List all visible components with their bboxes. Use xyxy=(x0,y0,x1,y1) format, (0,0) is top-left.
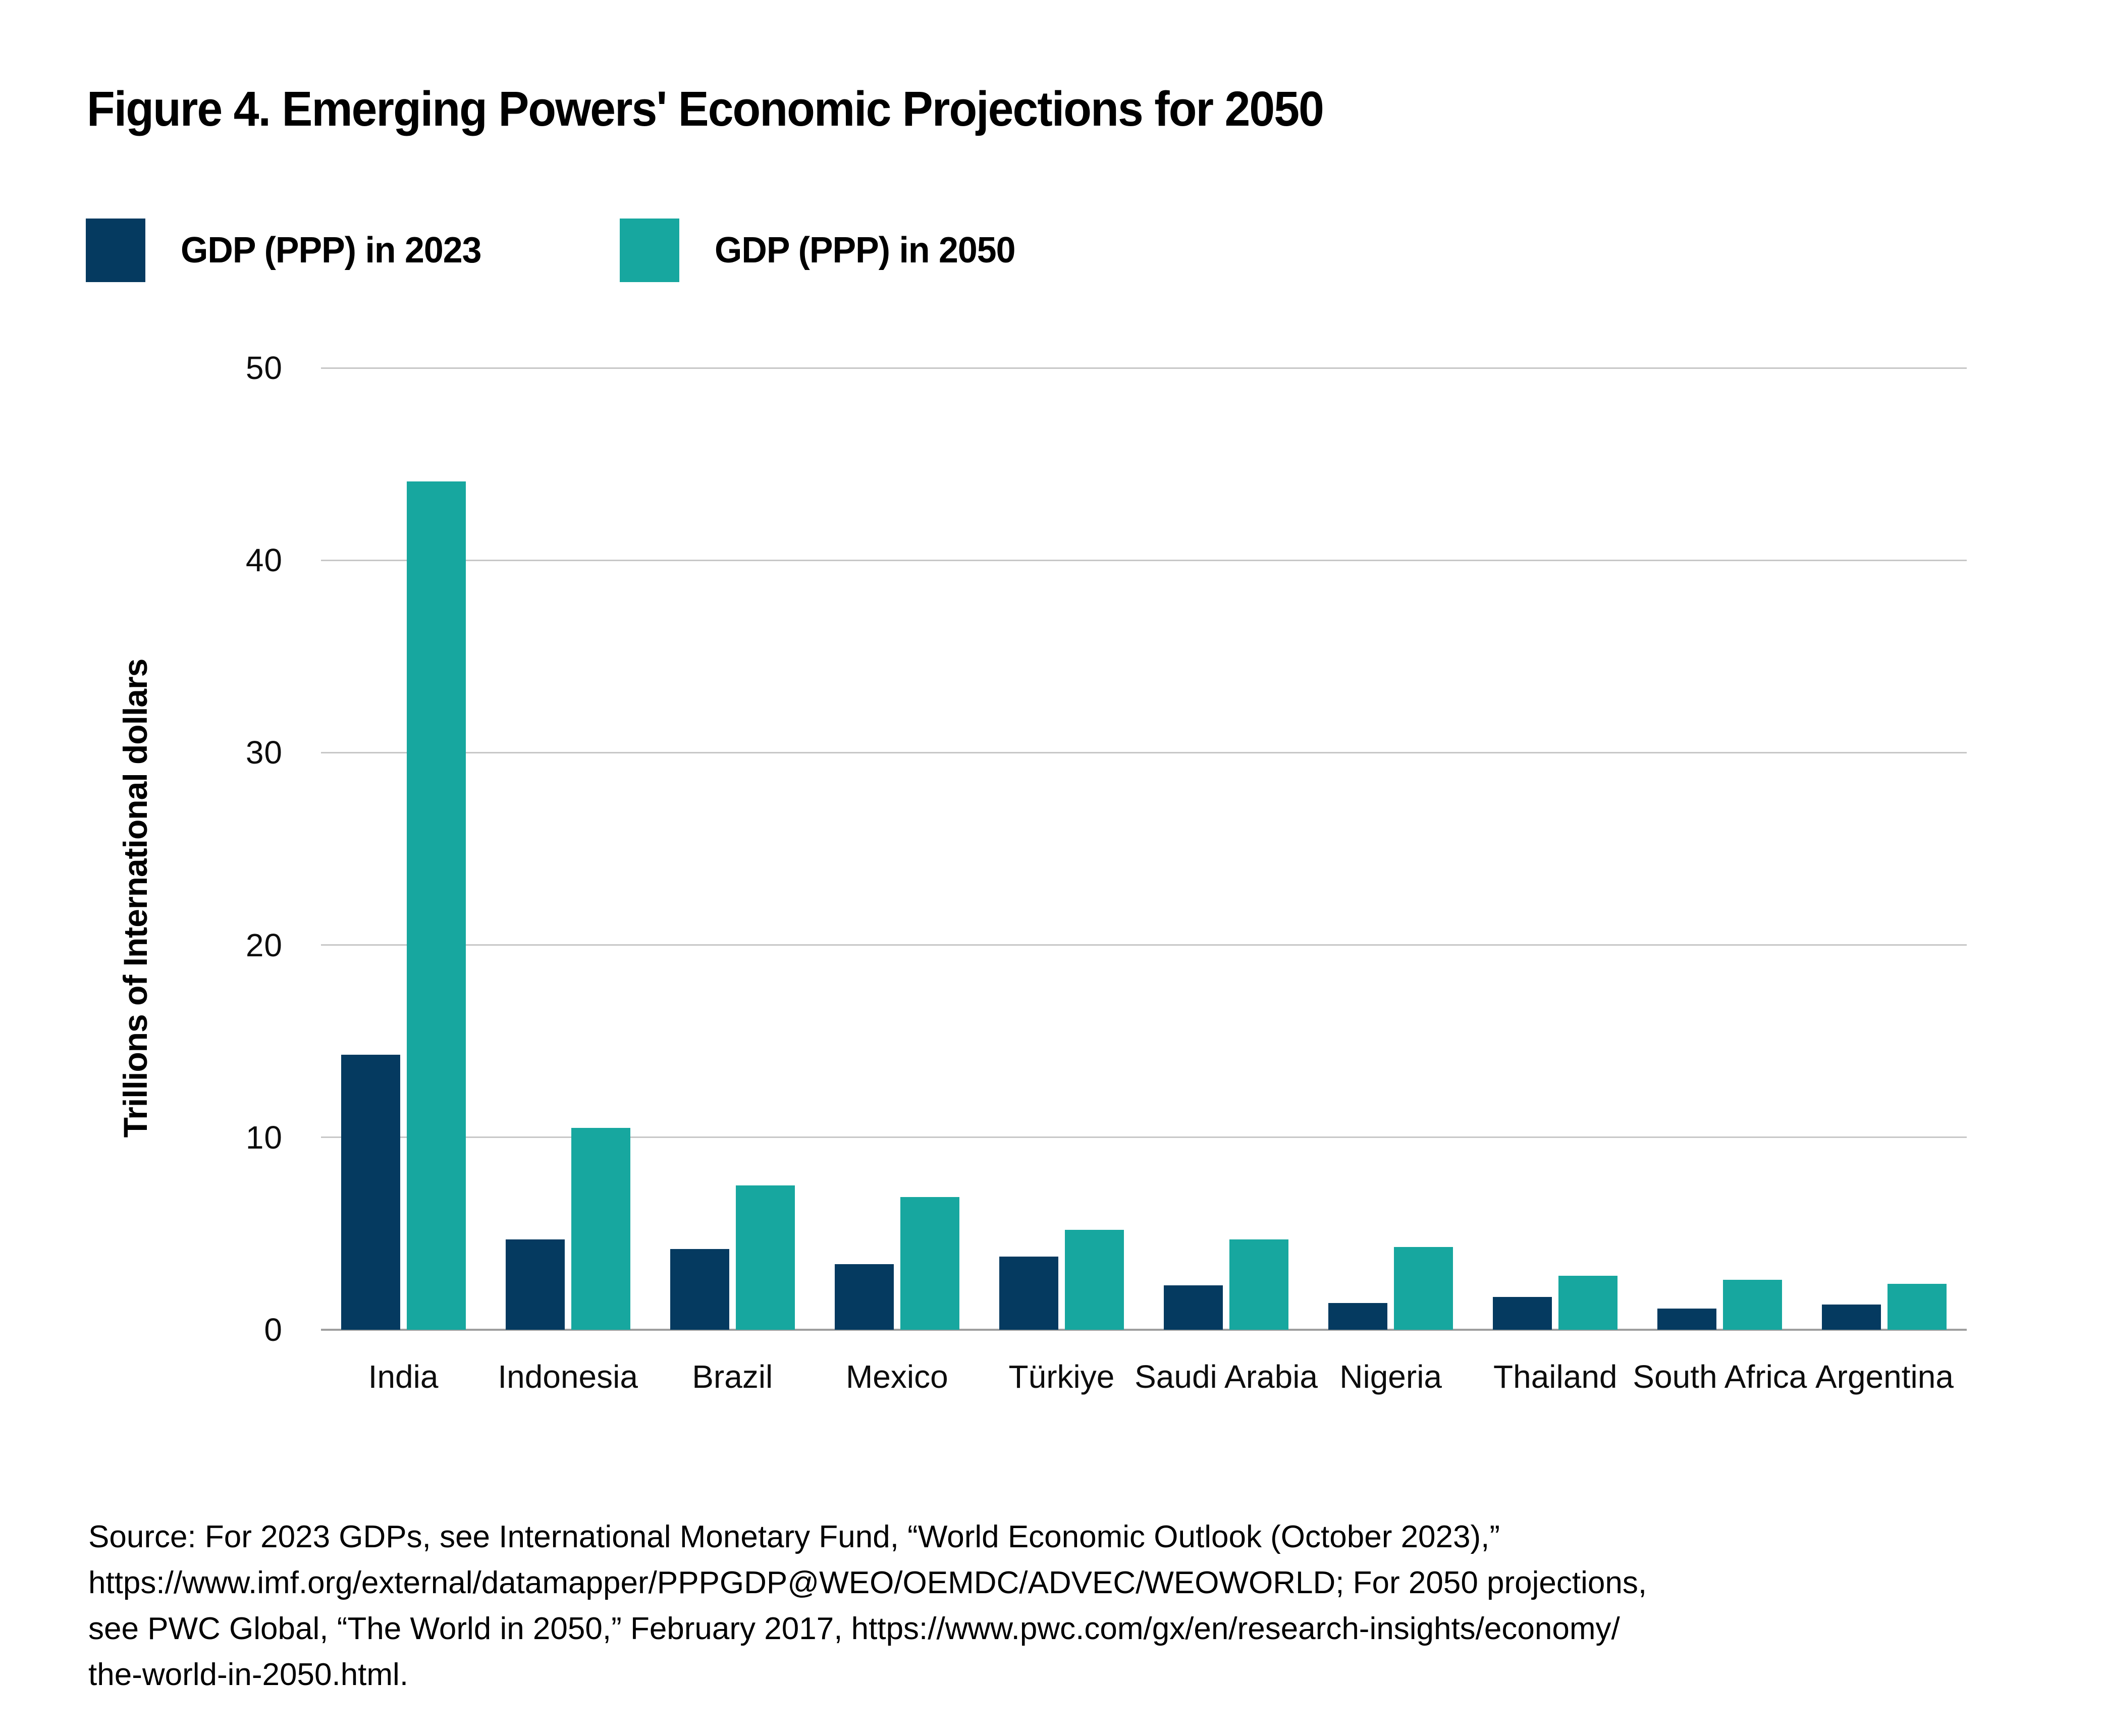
category-label-türkiye: Türkiye xyxy=(1008,1359,1115,1395)
legend-label-2050: GDP (PPP) in 2050 xyxy=(715,230,1015,270)
bar-2023-türkiye xyxy=(999,1257,1058,1330)
bar-group-mexico xyxy=(815,368,979,1330)
plot-area xyxy=(321,367,1967,1331)
legend-swatch-2050 xyxy=(620,219,679,282)
category-label-nigeria: Nigeria xyxy=(1339,1359,1442,1395)
category-label-south-africa: South Africa xyxy=(1633,1359,1807,1395)
bar-2050-türkiye xyxy=(1064,1229,1124,1330)
legend-swatch-2023 xyxy=(86,219,145,282)
bar-group-india xyxy=(321,368,486,1330)
y-tick-label-50: 50 xyxy=(245,350,283,386)
legend-item-2023: GDP (PPP) in 2023 xyxy=(86,219,491,282)
source-line-2: https://www.imf.org/external/datamapper/… xyxy=(88,1565,1647,1600)
bar-2023-brazil xyxy=(670,1249,729,1330)
bar-group-argentina xyxy=(1802,368,1967,1330)
y-axis-title: Trillions of International dollars xyxy=(117,659,154,1138)
figure-title: Figure 4. Emerging Powers' Economic Proj… xyxy=(87,81,1324,136)
bar-2023-argentina xyxy=(1822,1305,1881,1330)
source-line-4: the-world-in-2050.html. xyxy=(88,1657,409,1692)
bar-group-indonesia xyxy=(486,368,650,1330)
y-tick-label-20: 20 xyxy=(245,927,283,963)
bar-2050-nigeria xyxy=(1394,1247,1453,1330)
y-tick-label-10: 10 xyxy=(245,1119,283,1156)
bar-2050-south-africa xyxy=(1723,1279,1783,1330)
bar-2050-brazil xyxy=(735,1185,795,1330)
bar-2023-nigeria xyxy=(1328,1303,1388,1330)
gridline-40 xyxy=(321,559,1967,561)
bar-2050-saudi-arabia xyxy=(1229,1239,1289,1330)
bar-2023-india xyxy=(341,1054,400,1330)
bar-2050-india xyxy=(406,481,466,1330)
bar-2023-south-africa xyxy=(1657,1309,1717,1330)
category-label-indonesia: Indonesia xyxy=(498,1359,638,1395)
category-label-argentina: Argentina xyxy=(1815,1359,1954,1395)
bar-group-brazil xyxy=(650,368,815,1330)
source-line-3: see PWC Global, “The World in 2050,” Feb… xyxy=(88,1611,1620,1646)
category-label-india: India xyxy=(368,1359,439,1395)
bar-2023-thailand xyxy=(1493,1297,1552,1330)
bar-group-türkiye xyxy=(979,368,1144,1330)
source-note: Source: For 2023 GDPs, see International… xyxy=(88,1514,1647,1698)
bar-2050-indonesia xyxy=(571,1127,630,1330)
y-tick-label-0: 0 xyxy=(264,1312,283,1348)
bar-group-saudi-arabia xyxy=(1144,368,1309,1330)
bar-group-south-africa xyxy=(1638,368,1802,1330)
bar-2050-thailand xyxy=(1558,1276,1618,1330)
gridline-30 xyxy=(321,751,1967,753)
source-line-1: Source: For 2023 GDPs, see International… xyxy=(88,1520,1500,1554)
category-label-mexico: Mexico xyxy=(845,1359,948,1395)
category-label-saudi-arabia: Saudi Arabia xyxy=(1135,1359,1318,1395)
gridline-0 xyxy=(321,1329,1967,1331)
category-label-thailand: Thailand xyxy=(1493,1359,1617,1395)
gridline-10 xyxy=(321,1136,1967,1138)
bar-2050-argentina xyxy=(1888,1283,1947,1330)
legend-item-2050: GDP (PPP) in 2050 xyxy=(620,219,1024,282)
gridline-50 xyxy=(321,367,1967,369)
gridline-20 xyxy=(321,944,1967,946)
bar-2023-saudi-arabia xyxy=(1164,1285,1223,1330)
legend-label-2023: GDP (PPP) in 2023 xyxy=(181,230,481,270)
bar-2023-mexico xyxy=(834,1264,894,1330)
bar-2050-mexico xyxy=(900,1197,959,1330)
bar-group-thailand xyxy=(1473,368,1638,1330)
category-label-brazil: Brazil xyxy=(692,1359,773,1395)
bar-group-nigeria xyxy=(1309,368,1473,1330)
y-tick-label-30: 30 xyxy=(245,734,283,771)
y-tick-label-40: 40 xyxy=(245,542,283,579)
bar-2023-indonesia xyxy=(505,1239,565,1330)
